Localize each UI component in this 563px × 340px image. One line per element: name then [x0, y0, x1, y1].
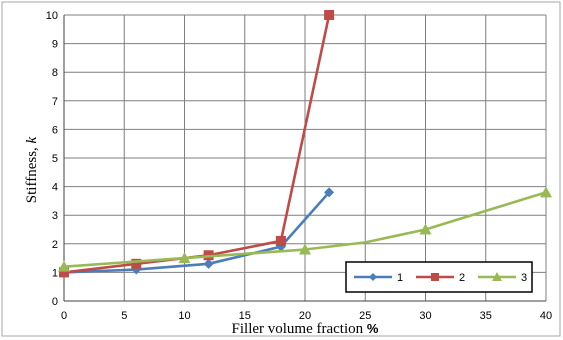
- y-tick-label: 6: [52, 124, 58, 136]
- legend: 1 2 3: [345, 261, 533, 293]
- x-tick-label: 5: [121, 310, 127, 322]
- data-point-series-2: [131, 258, 142, 269]
- y-tick-label: 5: [52, 153, 58, 165]
- x-tick-label: 30: [419, 310, 431, 322]
- legend-marker-3: [492, 272, 502, 281]
- y-axis-title-text: Stiffness,: [24, 143, 40, 203]
- x-tick-label: 15: [239, 310, 251, 322]
- data-point-series-3: [58, 260, 70, 272]
- data-point-series-3: [419, 223, 432, 235]
- data-point-series-3: [178, 252, 191, 264]
- y-tick-label: 8: [52, 67, 58, 79]
- y-tick-label: 10: [46, 10, 58, 22]
- data-point-series-3: [540, 186, 552, 198]
- x-tick-label: 40: [540, 310, 552, 322]
- series-group: [58, 10, 552, 278]
- y-tick-label: 4: [52, 182, 58, 194]
- y-tick-label: 2: [52, 239, 58, 251]
- x-axis-title-unit: %: [367, 321, 379, 336]
- legend-marker-1: [369, 273, 377, 281]
- legend-label-3: 3: [521, 272, 527, 284]
- data-point-series-1: [324, 187, 335, 198]
- x-tick-label: 25: [359, 310, 371, 322]
- x-axis-title: Filler volume fraction %: [232, 321, 379, 337]
- y-tick-label: 0: [52, 296, 58, 308]
- data-point-series-2: [275, 235, 286, 246]
- legend-label-1: 1: [397, 272, 403, 284]
- tick-labels: 0 1 2 3 4 5 6 7 8 9 10 0 5 10 15 20 25 30 35 40: [46, 10, 552, 322]
- x-tick-label: 10: [178, 310, 190, 322]
- x-tick-label: 20: [299, 310, 311, 322]
- data-point-series-3: [299, 243, 311, 255]
- y-tick-label: 3: [52, 210, 58, 222]
- y-axis-title: Stiffness, k: [24, 136, 40, 203]
- legend-label-2: 2: [459, 272, 465, 284]
- y-axis-title-symbol: k: [24, 136, 40, 143]
- gridlines: [63, 14, 547, 302]
- y-tick-label: 1: [52, 267, 58, 279]
- data-point-series-1: [203, 258, 214, 269]
- x-axis-title-text: Filler volume fraction: [232, 321, 364, 337]
- legend-marker-2: [431, 273, 439, 281]
- data-point-series-2: [324, 10, 335, 20]
- y-tick-label: 9: [52, 39, 58, 51]
- data-point-series-2: [59, 267, 69, 278]
- x-tick-label: 35: [480, 310, 492, 322]
- y-tick-label: 7: [52, 96, 58, 108]
- x-tick-label: 0: [61, 310, 67, 322]
